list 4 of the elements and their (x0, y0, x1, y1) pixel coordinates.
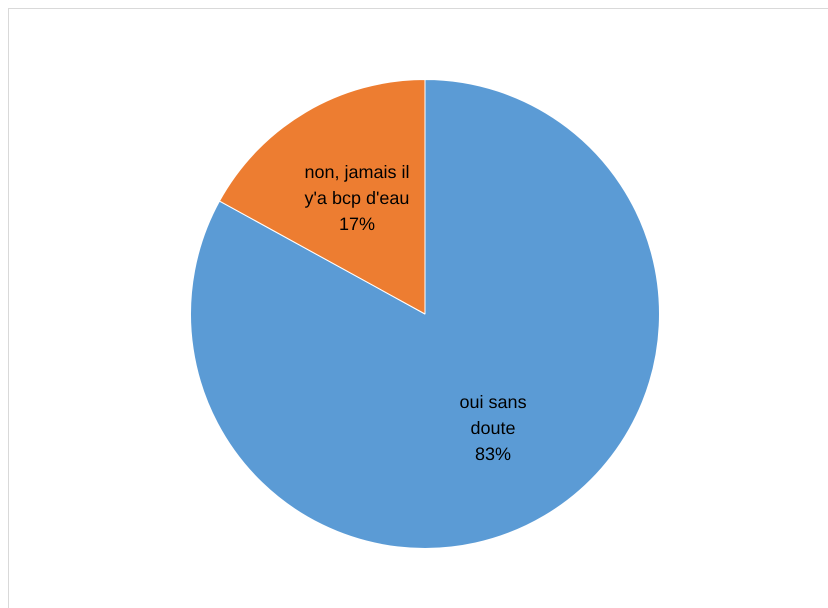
data-label: 17% (338, 214, 375, 234)
slice-label: non, jamais il y'a bcp d'eau (304, 162, 410, 208)
data-label: 83% (475, 444, 512, 464)
slice-label: oui sans doute (460, 392, 527, 438)
